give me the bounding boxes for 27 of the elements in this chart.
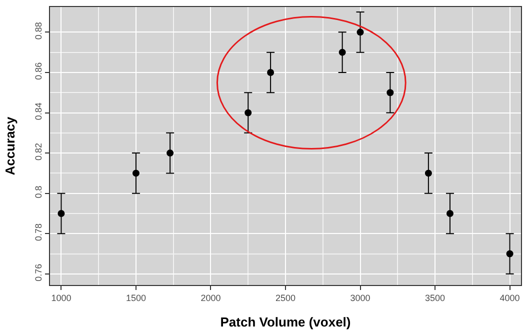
x-tick-label: 2500 [275, 292, 296, 303]
x-tick-label: 1500 [126, 292, 146, 303]
point [132, 170, 140, 177]
x-tick-label: 3000 [350, 292, 370, 303]
y-tick-label: 0.78 [33, 224, 44, 242]
y-tick-label: 0.8 [33, 186, 44, 198]
y-tick-label: 0.88 [33, 22, 44, 40]
point [166, 150, 174, 157]
point [356, 28, 364, 36]
x-tick-label: 2000 [200, 292, 221, 303]
y-axis-title: Accuracy [2, 116, 18, 176]
y-tick-label: 0.86 [33, 62, 44, 80]
point [424, 170, 432, 177]
point [446, 210, 454, 217]
x-axis-title: Patch Volume (voxel) [220, 314, 351, 330]
y-tick-label: 0.84 [33, 102, 44, 120]
point [506, 250, 514, 258]
x-tick-label: 3500 [425, 292, 446, 303]
x-tick-label: 4000 [500, 292, 520, 303]
point [267, 68, 274, 76]
x-tick-label: 1000 [51, 292, 72, 303]
y-tick-label: 0.76 [33, 264, 44, 282]
point [338, 48, 346, 56]
y-tick-label: 0.82 [33, 142, 44, 160]
point [386, 89, 394, 96]
point [58, 210, 65, 217]
point [244, 109, 252, 116]
